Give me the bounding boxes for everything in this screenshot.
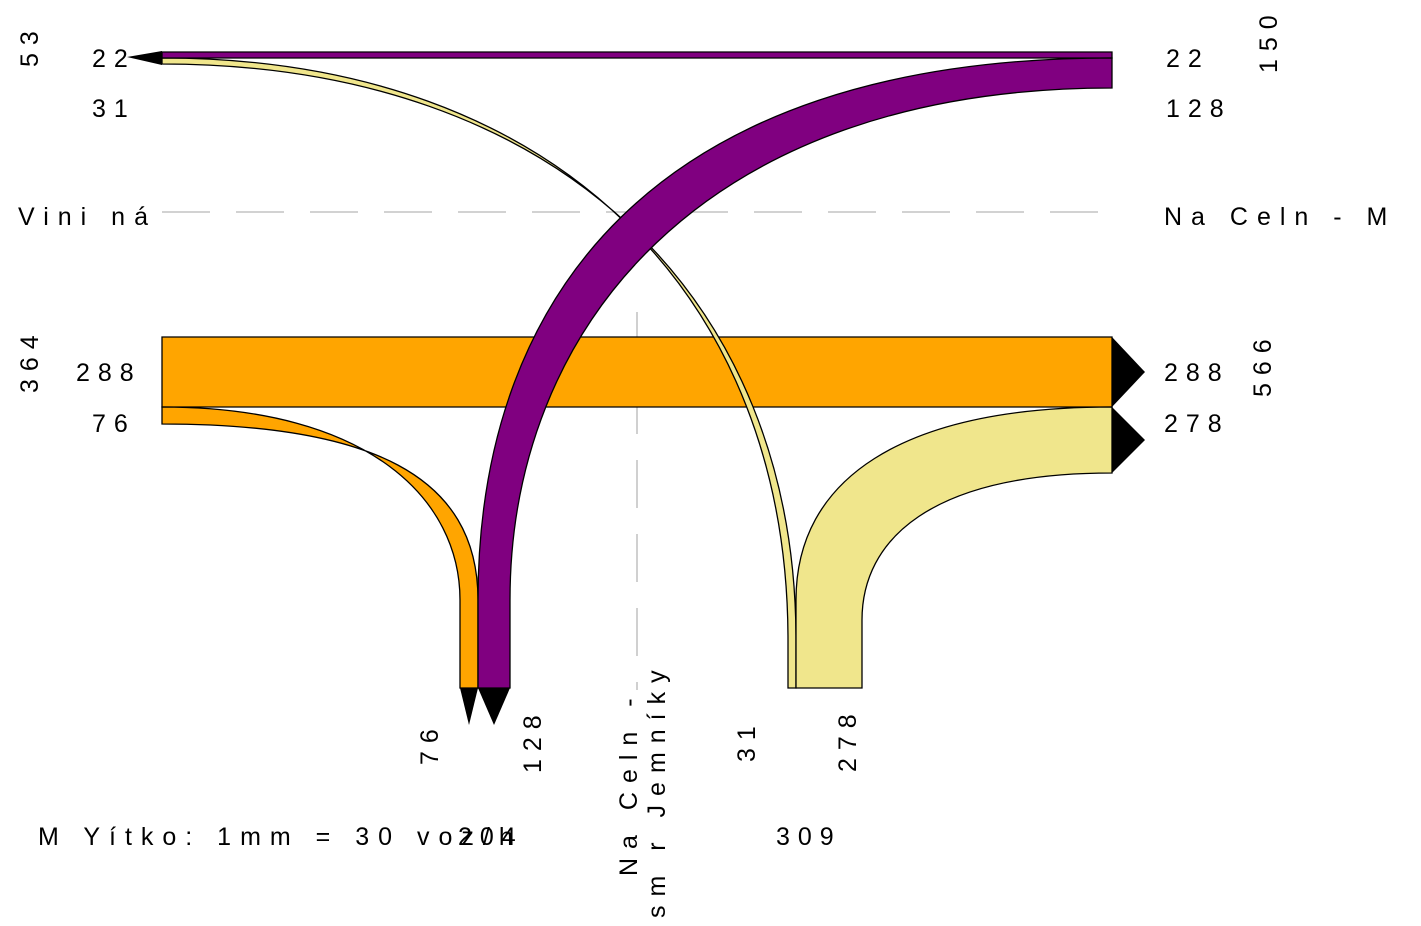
flow-orange-turn-south (161, 406, 479, 689)
arrowhead-south-b (478, 688, 510, 725)
east-total-in: 566 (1249, 331, 1277, 397)
east-in-right: 278 (1164, 410, 1230, 438)
south-flow-a: 76 (416, 721, 444, 765)
west-in-left: 76 (92, 410, 136, 438)
west-in-straight: 288 (76, 359, 142, 387)
arrowhead-west-out (127, 51, 162, 65)
south-total-left: 204 (458, 823, 524, 851)
flow-purple-curve (477, 57, 1113, 689)
east-in-straight: 288 (1164, 359, 1230, 387)
south-approach-name-line1: Na Celn - (615, 689, 643, 876)
west-approach-name: Vini ná (18, 203, 157, 231)
flow-yellow-wide (795, 406, 1113, 689)
west-out-straight: 22 (92, 45, 136, 73)
east-out-straight: 22 (1166, 45, 1210, 73)
west-total-in: 364 (16, 327, 44, 393)
west-total-out: 53 (16, 23, 44, 67)
east-out-left: 128 (1166, 95, 1232, 123)
west-out-right: 31 (92, 95, 136, 123)
south-flow-d: 278 (834, 706, 862, 772)
south-total-right: 309 (776, 823, 842, 851)
east-approach-name: Na Celn - M (1164, 203, 1396, 231)
arrowhead-south-a (460, 688, 478, 725)
arrowhead-east-in-turn (1112, 407, 1145, 473)
east-total-out: 150 (1255, 7, 1283, 73)
flow-purple-straight (161, 51, 1113, 59)
scale-label: M Yítko: 1mm = 30 voz/h (38, 823, 522, 851)
south-flow-b: 128 (519, 707, 547, 773)
arrowhead-east-in-straight (1112, 337, 1145, 407)
south-flow-c: 31 (733, 718, 761, 762)
south-approach-name-line2: sm r Jemníky (643, 661, 671, 918)
flow-orange-straight (161, 336, 1113, 408)
